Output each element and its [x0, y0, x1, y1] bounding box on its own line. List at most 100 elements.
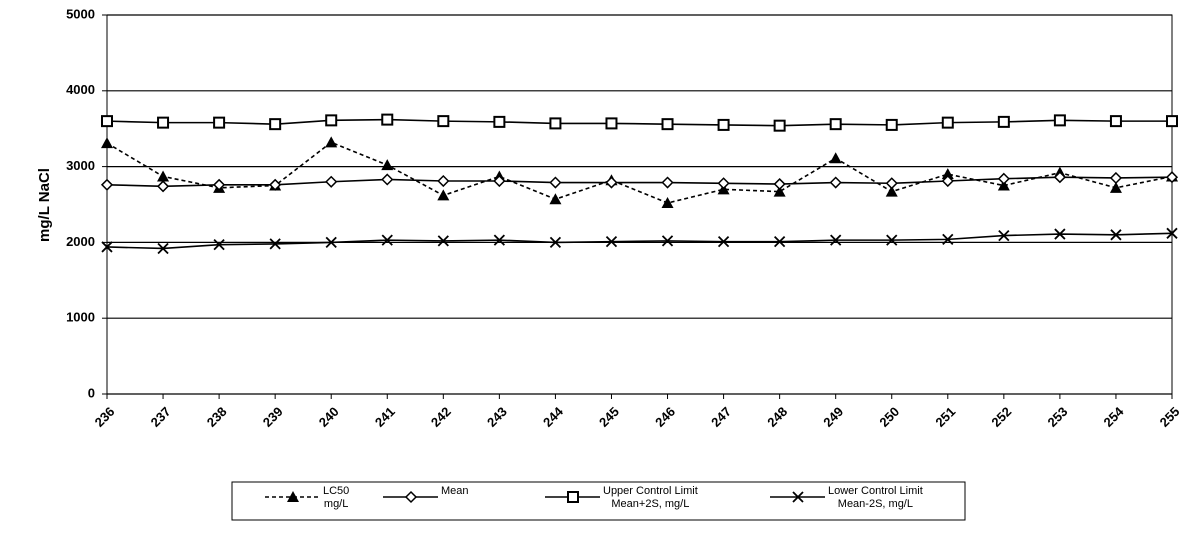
y-axis-label: mg/L NaCl: [36, 168, 53, 242]
x-tick-label: 253: [1044, 404, 1070, 430]
marker: [605, 236, 618, 248]
marker: [101, 137, 113, 149]
marker: [437, 235, 449, 247]
marker: [605, 117, 618, 130]
series-line: [106, 141, 1173, 204]
x-tick-label: 248: [764, 404, 790, 430]
marker: [773, 177, 786, 191]
marker: [213, 116, 226, 129]
x-tick-label: 239: [260, 404, 286, 430]
marker: [717, 118, 730, 131]
marker: [1110, 229, 1122, 241]
marker: [717, 236, 730, 248]
x-tick-label: 241: [372, 404, 398, 430]
marker: [773, 119, 786, 132]
marker: [1054, 228, 1066, 240]
x-tick-label: 249: [820, 404, 846, 430]
x-tick-label: 247: [708, 404, 734, 430]
marker: [493, 234, 506, 246]
marker: [101, 115, 113, 128]
marker: [287, 491, 299, 502]
plot-area: [106, 14, 1173, 395]
marker: [549, 193, 562, 205]
marker: [437, 174, 450, 188]
marker: [269, 178, 282, 191]
marker: [829, 118, 842, 131]
marker: [1109, 171, 1123, 185]
y-tick-label: 3000: [66, 158, 95, 173]
marker: [997, 179, 1010, 191]
marker: [885, 177, 898, 190]
marker: [942, 233, 954, 246]
marker: [885, 185, 898, 197]
x-tick-label: 252: [988, 404, 1014, 430]
marker: [1109, 115, 1122, 128]
marker: [493, 115, 506, 128]
marker: [792, 491, 804, 503]
marker: [213, 178, 226, 191]
x-tick-label: 246: [652, 404, 678, 430]
marker: [269, 238, 281, 250]
x-tick-label: 250: [876, 404, 902, 430]
marker: [404, 490, 418, 504]
marker: [381, 234, 393, 246]
marker: [1053, 114, 1066, 127]
y-tick-label: 5000: [66, 6, 95, 21]
marker: [156, 180, 170, 193]
marker: [325, 236, 337, 249]
marker: [269, 118, 282, 131]
marker: [997, 115, 1010, 128]
marker: [886, 234, 898, 246]
marker: [829, 176, 842, 189]
marker: [549, 176, 562, 189]
x-tick-label: 255: [1157, 404, 1181, 430]
y-tick-label: 4000: [66, 82, 95, 97]
marker: [101, 241, 113, 253]
marker: [661, 235, 674, 247]
marker: [493, 174, 506, 188]
legend-label: LC50 mg/L: [323, 485, 350, 510]
marker: [157, 170, 170, 182]
legend-label: Lower Control Limit Mean-2S, mg/L: [828, 485, 923, 510]
legend-label: Mean: [441, 485, 469, 497]
marker: [549, 117, 562, 130]
marker: [773, 185, 786, 197]
y-tick-label: 2000: [66, 234, 95, 249]
marker: [941, 174, 954, 188]
marker: [213, 239, 225, 251]
marker: [885, 118, 898, 131]
marker: [773, 236, 786, 248]
marker: [549, 236, 562, 249]
x-tick-label: 245: [596, 404, 622, 430]
marker: [605, 176, 618, 189]
x-tick-label: 243: [484, 404, 510, 430]
x-tick-label: 251: [932, 404, 958, 430]
marker: [830, 234, 842, 246]
marker: [325, 114, 338, 127]
marker: [381, 113, 394, 126]
x-tick-label: 237: [148, 404, 174, 430]
y-tick-label: 1000: [66, 310, 95, 325]
marker: [941, 116, 954, 129]
marker: [325, 136, 338, 148]
marker: [567, 491, 579, 503]
marker: [100, 178, 114, 191]
marker: [157, 242, 169, 255]
marker: [1053, 171, 1066, 184]
marker: [717, 177, 730, 190]
marker: [437, 115, 450, 128]
series-line: [106, 118, 1172, 127]
marker: [941, 168, 954, 180]
marker: [997, 172, 1010, 185]
marker: [998, 229, 1010, 242]
legend-box: [231, 481, 966, 521]
marker: [325, 175, 338, 188]
x-tick-label: 254: [1101, 403, 1127, 429]
y-tick-label: 0: [88, 385, 95, 400]
marker: [381, 159, 394, 171]
marker: [381, 173, 394, 186]
marker: [1109, 181, 1122, 193]
marker: [1166, 227, 1178, 239]
